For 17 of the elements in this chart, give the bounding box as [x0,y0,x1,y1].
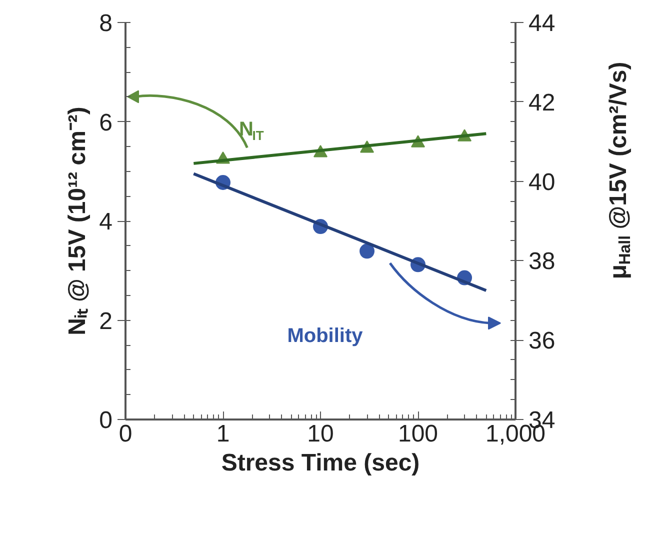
y-axis-title: Nᵢₜ @ 15V (10¹² cm⁻²) [64,106,92,336]
y-tick-label: 4 [99,208,113,236]
y2-axis-title: μHall @15V (cm²/Vs) [605,62,634,280]
x-tick-label: 100 [398,420,438,448]
y2-tick-label: 42 [528,89,556,116]
y-tick-label: 2 [99,308,113,335]
annotation: Mobility [287,325,364,348]
y2-tick-label: 36 [528,328,556,355]
y-tick-label: 6 [99,109,113,136]
y2-tick-label: 40 [528,168,556,196]
x-tick-label: 10 [307,420,334,448]
x-tick-label: 0 [118,420,132,448]
x-axis-title: Stress Time (sec) [221,450,420,476]
y2-tick-label: 38 [528,248,556,276]
x-tick-label: 1 [216,420,230,448]
y2-tick-label: 44 [528,10,556,37]
y-tick-label: 8 [99,10,113,37]
